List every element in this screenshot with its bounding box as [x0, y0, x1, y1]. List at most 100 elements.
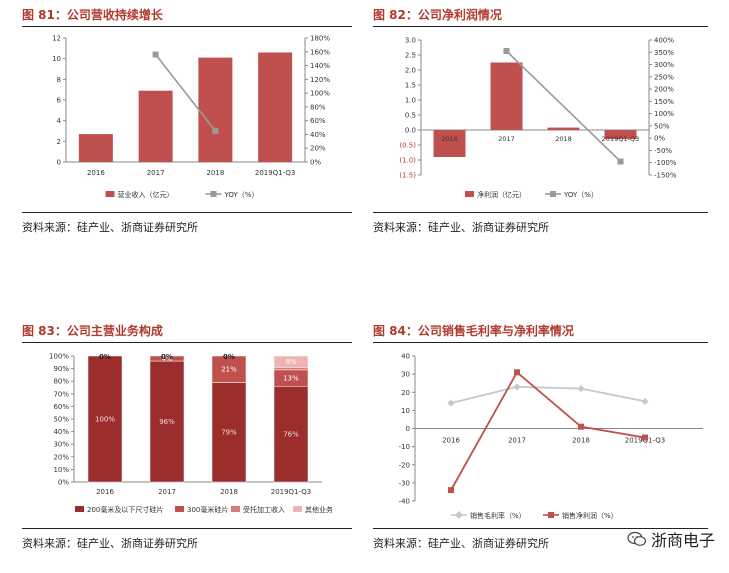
chart-revenue: 0246810120%20%40%60%80%100%120%140%160%1… — [52, 35, 330, 200]
y-tick-label: 0 — [406, 425, 410, 433]
source-note: 资料来源：硅产业、浙商证券研究所 — [373, 221, 549, 234]
y-tick-label: 0.0 — [405, 127, 416, 135]
legend-marker — [550, 191, 556, 197]
y-tick-label: -40 — [399, 498, 410, 506]
bar — [604, 130, 637, 139]
y-tick-label: 2.5 — [405, 52, 416, 60]
y-tick-label: 8 — [57, 76, 61, 84]
x-tick-label: 2016 — [442, 437, 460, 445]
point — [513, 383, 521, 391]
title-rule — [373, 342, 708, 343]
y-tick-label: -10 — [399, 443, 410, 451]
stack-segment — [273, 355, 309, 368]
stack-segment — [87, 355, 123, 483]
bar — [547, 127, 580, 130]
bar — [258, 52, 293, 162]
y-tick-label: 30 — [401, 371, 410, 379]
stack-segment — [273, 367, 309, 371]
y-tick-label: 60% — [53, 403, 69, 411]
y-tick-label: (0.5) — [399, 142, 416, 150]
data-label: 9% — [285, 358, 296, 366]
y2-tick-label: -150% — [654, 172, 677, 180]
bottom-rule — [22, 528, 352, 529]
x-tick-label: 2018 — [555, 135, 572, 143]
x-tick-label: 2019Q1-Q3 — [255, 169, 296, 177]
stack-segment — [149, 355, 185, 362]
legend-label: 200毫米及以下尺寸硅片 — [87, 505, 163, 514]
series-line — [505, 50, 622, 163]
panel-fig83: 图 83：公司主营业务构成 0% 10% 20% 30% 40% 50% 60% 70% 80%… — [22, 322, 352, 557]
y2-tick-label: 0% — [310, 159, 321, 167]
x-tick-label: 2018 — [220, 488, 238, 496]
title-rule — [22, 26, 352, 27]
stack-segment — [149, 360, 185, 483]
legend-marker — [455, 511, 463, 519]
y-tick-label: 90% — [53, 365, 69, 373]
watermark: 浙商电子 — [627, 527, 715, 551]
chart-title: 图 84：公司销售毛利率与净利率情况 — [373, 324, 574, 338]
data-label: 96% — [159, 418, 175, 426]
data-label: 13% — [283, 375, 299, 383]
x-tick-label: 2017 — [147, 169, 165, 177]
y2-tick-label: 140% — [310, 62, 330, 70]
x-tick-label: 2017 — [158, 488, 176, 496]
series-line — [450, 385, 646, 404]
x-tick-label: 2016 — [96, 488, 114, 496]
point — [577, 385, 585, 393]
legend-swatch — [231, 506, 240, 512]
legend-swatch — [293, 506, 302, 512]
y2-tick-label: -50% — [654, 147, 672, 155]
x-tick-label: 2019Q1-Q3 — [271, 488, 312, 496]
bottom-rule — [373, 528, 708, 529]
x-tick-label: 2016 — [441, 135, 458, 143]
y2-tick-label: 150% — [654, 98, 674, 106]
y-tick-label: 0% — [58, 479, 69, 487]
y2-tick-label: 200% — [654, 86, 674, 94]
bar — [433, 130, 466, 157]
x-tick-label: 2018 — [572, 437, 590, 445]
legend-label: 其他业务 — [305, 505, 333, 514]
y-tick-label: 10% — [53, 466, 69, 474]
legend-marker — [548, 512, 554, 518]
y2-tick-label: 100% — [654, 110, 674, 118]
x-tick-label: 2016 — [87, 169, 105, 177]
y-tick-label: 80% — [53, 378, 69, 386]
source-note: 资料来源：硅产业、浙商证券研究所 — [373, 537, 549, 550]
legend-swatch — [75, 506, 84, 512]
y-tick-label: (1.5) — [399, 172, 416, 180]
x-tick-label: 2017 — [508, 437, 526, 445]
y2-tick-label: 0% — [654, 135, 665, 143]
y-tick-label: 1.0 — [405, 97, 416, 105]
y-tick-label: 0 — [57, 159, 61, 167]
legend-swatch — [465, 191, 474, 197]
y-tick-label: 10 — [401, 407, 410, 415]
bottom-rule — [22, 212, 352, 213]
point — [503, 48, 510, 55]
y-tick-label: 4 — [57, 117, 62, 125]
legend-label: 营业收入（亿元） — [118, 190, 174, 199]
y2-tick-label: 60% — [310, 117, 326, 125]
y-tick-label: 40% — [53, 428, 69, 436]
y-tick-label: 6 — [57, 97, 62, 105]
y2-tick-label: 400% — [654, 37, 674, 45]
panel-fig82: 图 82：公司净利润情况 (1.5) (1.0) (0.5) 0.0 0.5 1.0 1.5… — [373, 6, 708, 241]
bottom-rule — [373, 212, 708, 213]
chart-title: 图 83：公司主营业务构成 — [22, 324, 163, 338]
y2-tick-label: 50% — [654, 122, 670, 130]
chart-business-mix: 0% 10% 20% 30% 40% 50% 60% 70% 80% 90% 100% 100% 0% 2… — [49, 353, 333, 515]
legend-swatch — [105, 191, 115, 197]
chart-title: 图 81：公司营收持续增长 — [22, 8, 163, 22]
y2-tick-label: 160% — [310, 48, 330, 56]
data-label: 0% — [161, 353, 173, 361]
point — [212, 128, 219, 134]
x-tick-label: 2017 — [498, 135, 515, 143]
x-tick-label: 2019Q1-Q3 — [602, 135, 640, 143]
legend-label: 销售净利润（%） — [562, 511, 618, 520]
y-tick-label: 70% — [53, 390, 69, 398]
y2-tick-label: 350% — [654, 49, 674, 57]
legend-label: 净利润（亿元） — [477, 190, 526, 199]
legend-swatch — [175, 506, 184, 512]
point — [578, 423, 584, 430]
data-label: 4% — [161, 355, 172, 363]
chart-net-profit: (1.5) (1.0) (0.5) 0.0 0.5 1.0 1.5 2.0 2.5 3.0 -150… — [399, 37, 677, 200]
